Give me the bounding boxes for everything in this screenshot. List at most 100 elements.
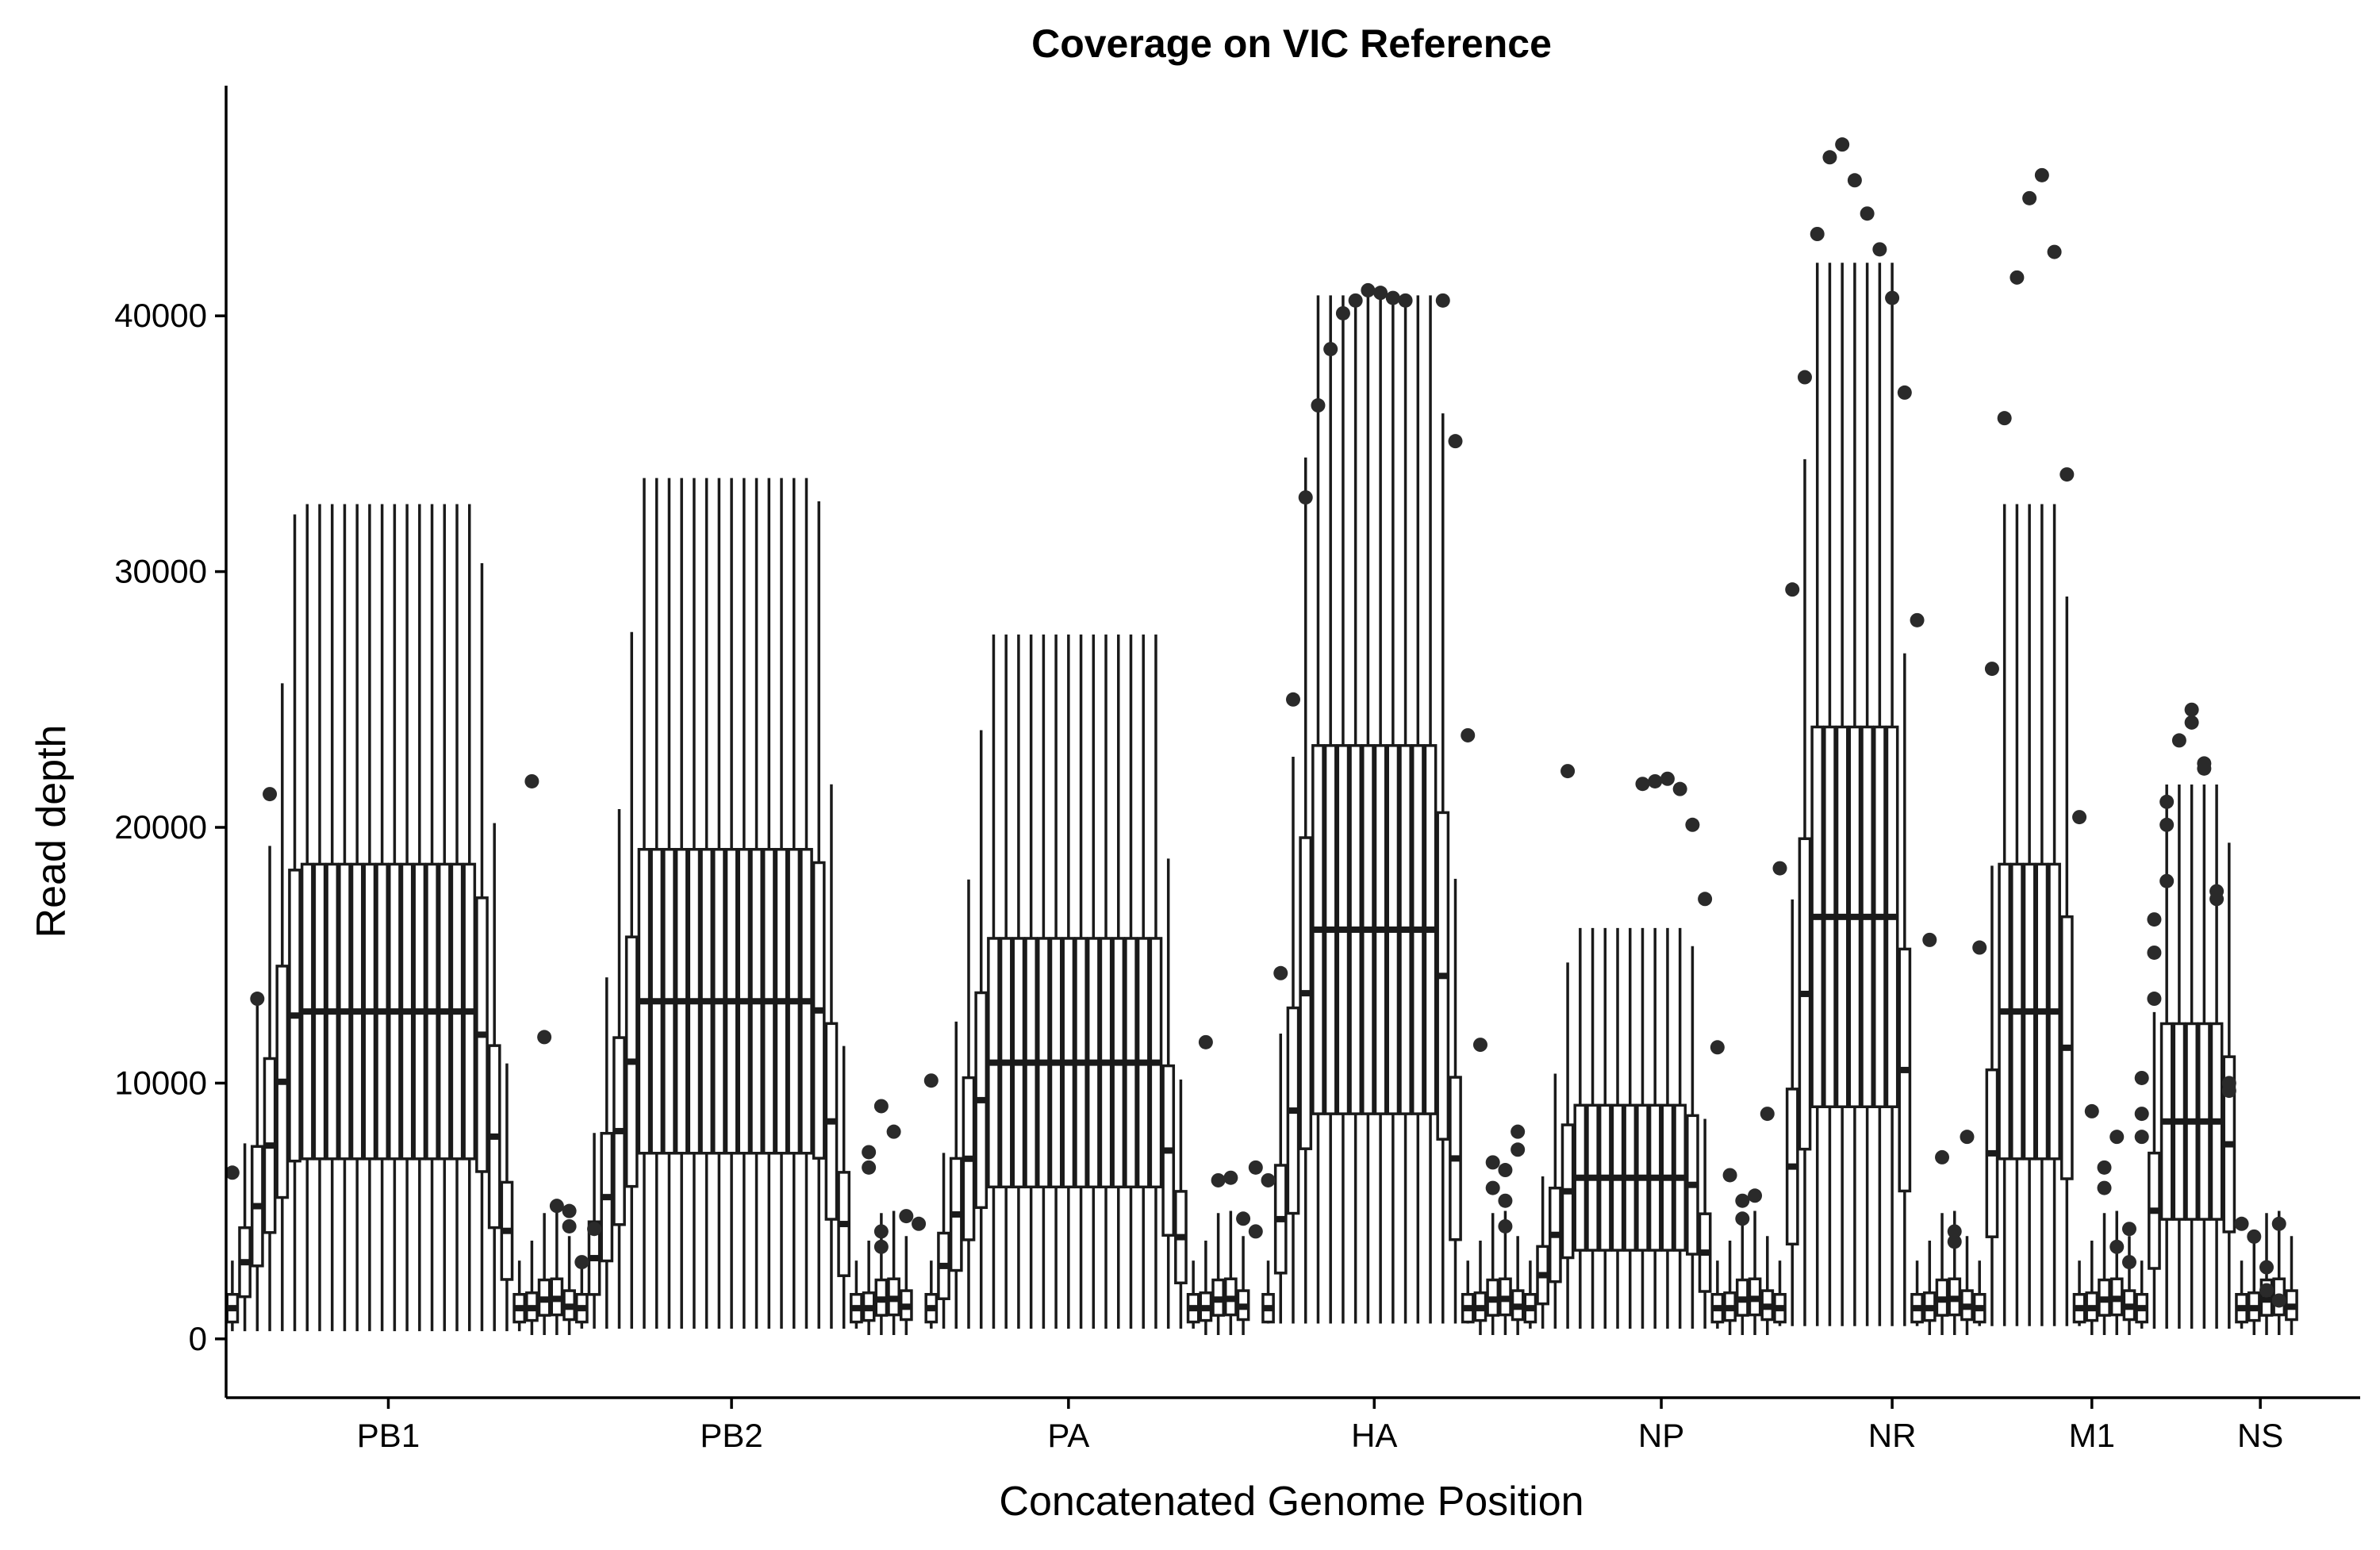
box-pb2-13: [724, 478, 739, 1329]
outlier-point: [1722, 1168, 1737, 1183]
outlier-point: [1298, 490, 1313, 505]
box-nr-8: [1860, 263, 1874, 1326]
box-pb1-14: [388, 504, 401, 1332]
outlier-point: [1560, 764, 1576, 779]
box-pb2-8: [662, 478, 676, 1329]
box-pa-7: [999, 634, 1013, 1329]
outlier-point: [1735, 1193, 1750, 1208]
outlier-point: [1835, 137, 1850, 152]
box-np-4: [1560, 962, 1575, 1329]
box-pb2-17: [774, 478, 789, 1329]
box-ha-13: [1411, 295, 1425, 1324]
box-pb2-2: [587, 1133, 601, 1329]
outlier-point: [1947, 1234, 1962, 1249]
outlier-point: [2184, 715, 2199, 730]
box-gap-m1-4: [2122, 1236, 2136, 1336]
outlier-point: [1248, 1224, 1263, 1239]
box-ns-2: [2148, 1011, 2161, 1329]
y-tick-label: 30000: [114, 553, 207, 590]
outlier-point: [1361, 282, 1376, 297]
box-gap-m1-1: [2085, 1241, 2099, 1336]
outlier-point: [2022, 190, 2037, 205]
outlier-point: [2109, 1239, 2125, 1254]
box-gap-nr-2: [1935, 1213, 1949, 1336]
outlier-point: [1286, 692, 1300, 707]
box-gap-pb2-4: [899, 1236, 913, 1336]
box-gap-np-1: [1723, 1241, 1737, 1336]
box-gap-np-2: [1735, 1213, 1749, 1336]
box-ns-9: [2235, 1260, 2248, 1329]
box-np-1: [1523, 1260, 1537, 1329]
box-pa-3: [949, 1021, 963, 1329]
box-gap-ns-1: [2247, 1241, 2261, 1336]
box-gap-ha-4: [1511, 1236, 1525, 1336]
outlier-point: [1748, 1188, 1763, 1203]
outlier-point: [1760, 1107, 1775, 1122]
box-nr-11: [1898, 653, 1912, 1326]
outlier-point: [1198, 1034, 1213, 1049]
outlier-point: [2209, 892, 2225, 907]
box-ns-1: [2135, 1260, 2149, 1329]
outlier-point: [1398, 293, 1413, 308]
outlier-point: [2134, 1130, 2149, 1145]
box-pb2-1: [574, 1260, 589, 1329]
box-ha-14: [1423, 295, 1438, 1324]
box-ns-4: [2172, 785, 2186, 1329]
box-pb1-12: [363, 504, 377, 1332]
box-ha-7: [1336, 295, 1350, 1324]
box-pb1-18: [437, 504, 451, 1332]
box-pb1-15: [400, 504, 414, 1332]
outlier-point: [1772, 861, 1787, 876]
y-tick-label: 20000: [114, 808, 207, 846]
outlier-point: [1797, 370, 1812, 385]
outlier-point: [1785, 582, 1800, 597]
outlier-point: [2159, 794, 2175, 809]
outlier-point: [1822, 150, 1837, 165]
box-pb1-6: [288, 514, 301, 1332]
box-pb2-14: [737, 478, 751, 1329]
box-pa-21: [1174, 1079, 1188, 1329]
outlier-point: [1273, 965, 1288, 980]
outlier-point: [1710, 1040, 1725, 1055]
box-pb1-19: [450, 504, 464, 1332]
box-pa-15: [1099, 634, 1113, 1329]
box-ha-8: [1349, 295, 1363, 1324]
x-tick-label-pb1: PB1: [357, 1417, 420, 1454]
box-np-6: [1586, 927, 1599, 1329]
outlier-point: [2197, 761, 2212, 776]
box-nr-7: [1848, 263, 1862, 1326]
box-np-8: [1610, 927, 1625, 1329]
outlier-point: [2109, 1130, 2125, 1145]
box-m1-4: [2010, 504, 2024, 1326]
box-nr-2: [1785, 899, 1799, 1326]
outlier-point: [1935, 1149, 1950, 1164]
outlier-point: [1348, 293, 1363, 308]
chart-title: Coverage on VIC Reference: [1031, 21, 1552, 66]
outlier-point: [1947, 1224, 1962, 1239]
box-pb1-13: [375, 504, 389, 1332]
outlier-point: [1635, 777, 1650, 792]
outlier-point: [2271, 1293, 2286, 1308]
box-gap-pa-1: [1199, 1241, 1213, 1336]
box-np-11: [1648, 927, 1662, 1329]
box-pb1-5: [275, 683, 290, 1332]
box-pb1-17: [425, 504, 439, 1332]
outlier-point: [2171, 733, 2186, 748]
box-np-16: [1710, 1260, 1725, 1329]
box-ha-12: [1399, 295, 1412, 1324]
box-pa-20: [1161, 858, 1176, 1329]
outlier-point: [1461, 727, 1476, 742]
box-ha-1: [1261, 1260, 1275, 1324]
box-pb2-21: [824, 784, 839, 1329]
box-pb2-6: [637, 478, 651, 1329]
outlier-point: [1236, 1211, 1251, 1226]
outlier-point: [2234, 1216, 2249, 1231]
box-gap-np-3: [1748, 1210, 1762, 1336]
outlier-point: [862, 1145, 877, 1160]
box-pa-12: [1061, 634, 1076, 1329]
box-gap-pb1-4: [562, 1236, 576, 1336]
outlier-point: [2047, 244, 2062, 259]
box-ha-15: [1436, 413, 1450, 1324]
outlier-point: [1660, 771, 1675, 786]
